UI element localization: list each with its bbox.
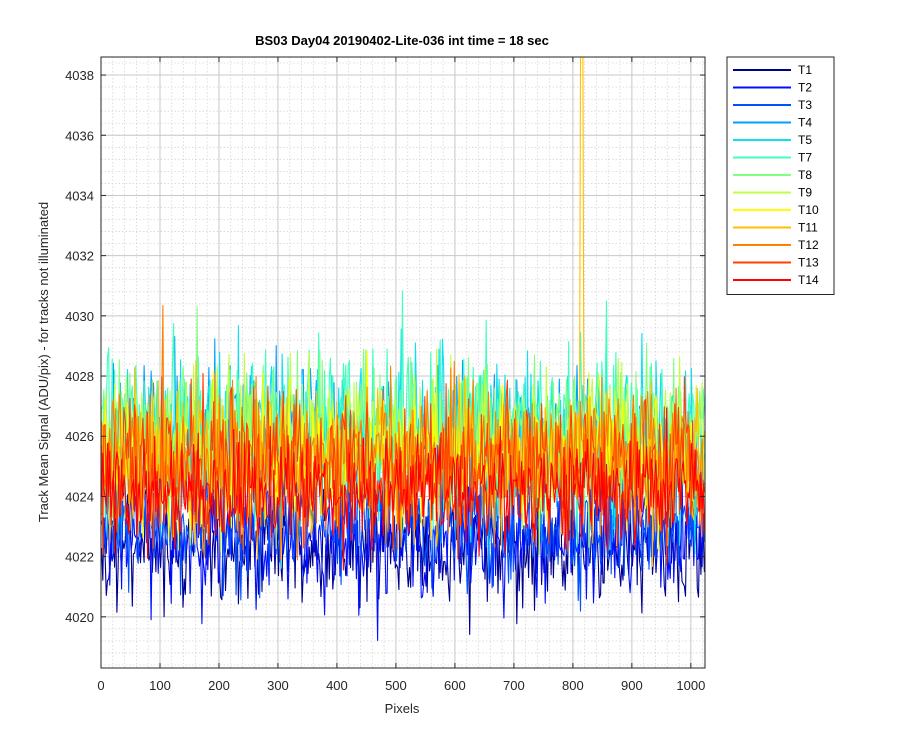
series-group xyxy=(101,57,705,641)
y-tick-label: 4024 xyxy=(65,489,94,504)
axes-box xyxy=(100,56,706,669)
legend-label-t5: T5 xyxy=(798,133,812,147)
legend-label-t10: T10 xyxy=(798,203,819,217)
y-tick-label: 4026 xyxy=(65,429,94,444)
legend-label-t3: T3 xyxy=(798,98,812,112)
y-axis-label: Track Mean Signal (ADU/pix) - for tracks… xyxy=(36,202,51,522)
y-tick-label: 4038 xyxy=(65,68,94,83)
legend-label-t1: T1 xyxy=(798,63,812,77)
legend-label-t9: T9 xyxy=(798,186,812,200)
legend-label-t13: T13 xyxy=(798,256,819,270)
x-tick-label: 300 xyxy=(267,678,289,693)
legend-label-t14: T14 xyxy=(798,273,819,287)
y-tick-label: 4034 xyxy=(65,188,94,203)
series-line-t14 xyxy=(101,407,705,571)
x-tick-label: 1000 xyxy=(676,678,705,693)
legend-label-t7: T7 xyxy=(798,151,812,165)
chart-title: BS03 Day04 20190402-Lite-036 int time = … xyxy=(255,33,549,48)
x-tick-label: 900 xyxy=(621,678,643,693)
x-tick-label: 700 xyxy=(503,678,525,693)
x-tick-label: 600 xyxy=(444,678,466,693)
legend-label-t4: T4 xyxy=(798,116,812,130)
series-line-t2 xyxy=(101,463,705,641)
plot-area: 0 100 200 300 400 500 600 700 800 900 1000 4020 4022… xyxy=(65,56,706,693)
y-tick-label: 4030 xyxy=(65,309,94,324)
x-tick-label: 400 xyxy=(326,678,348,693)
x-tick-label: 0 xyxy=(97,678,104,693)
y-tick-label: 4020 xyxy=(65,610,94,625)
x-tick-label: 100 xyxy=(149,678,171,693)
y-tick-label: 4028 xyxy=(65,369,94,384)
x-axis-label: Pixels xyxy=(385,701,420,716)
legend-label-t12: T12 xyxy=(798,238,819,252)
x-tick-label: 200 xyxy=(208,678,230,693)
x-tick-label: 800 xyxy=(562,678,584,693)
x-tick-label: 500 xyxy=(385,678,407,693)
legend: T1 T2 T3 T4 T5 T7 T8 T9 T10 T11 T12 T13 T14 xyxy=(726,56,835,295)
y-tick-label: 4036 xyxy=(65,128,94,143)
legend-label-t2: T2 xyxy=(798,81,812,95)
y-tick-label: 4022 xyxy=(65,550,94,565)
y-tick-label: 4032 xyxy=(65,249,94,264)
legend-label-t11: T11 xyxy=(798,221,818,235)
legend-label-t8: T8 xyxy=(798,168,812,182)
